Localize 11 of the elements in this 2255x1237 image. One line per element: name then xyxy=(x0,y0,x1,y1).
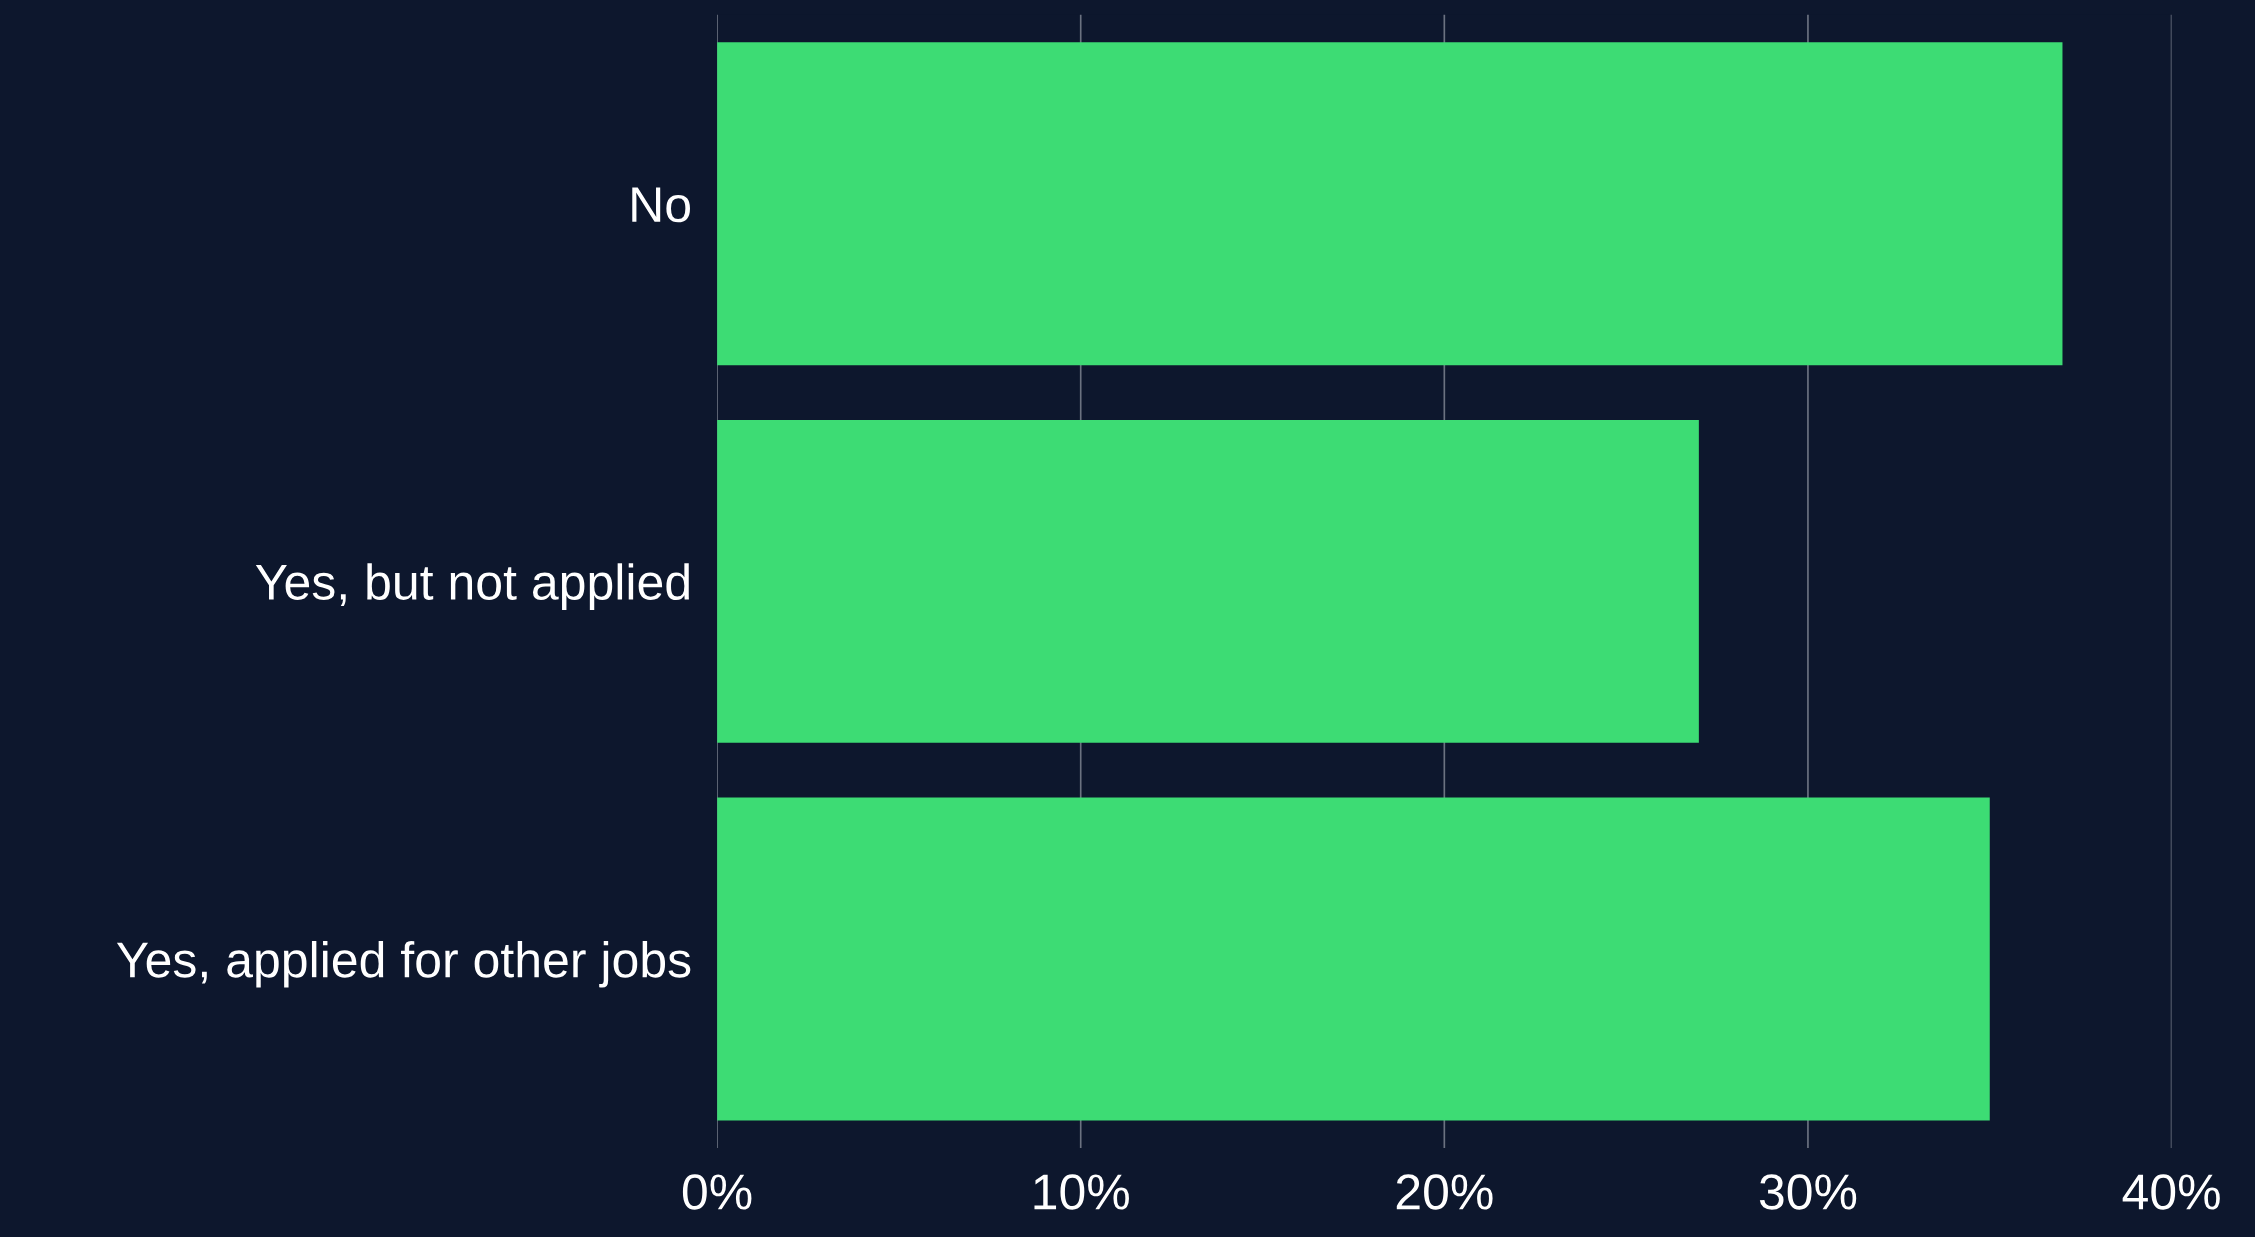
x-tick-label: 10% xyxy=(1034,1174,1129,1210)
bar xyxy=(717,419,1699,743)
y-tick-label: Yes, applied for other jobs xyxy=(116,940,691,988)
y-tick-label: No xyxy=(632,187,690,223)
x-tick-label: 40% xyxy=(2122,1174,2220,1210)
bar xyxy=(717,42,2063,366)
x-tick-label: 20% xyxy=(1396,1174,1493,1210)
x-tick-label: 0% xyxy=(682,1174,752,1210)
x-tick-label: 30% xyxy=(1759,1174,1857,1210)
bar xyxy=(717,797,1990,1121)
y-tick-label: Yes, but not applied xyxy=(255,563,689,610)
